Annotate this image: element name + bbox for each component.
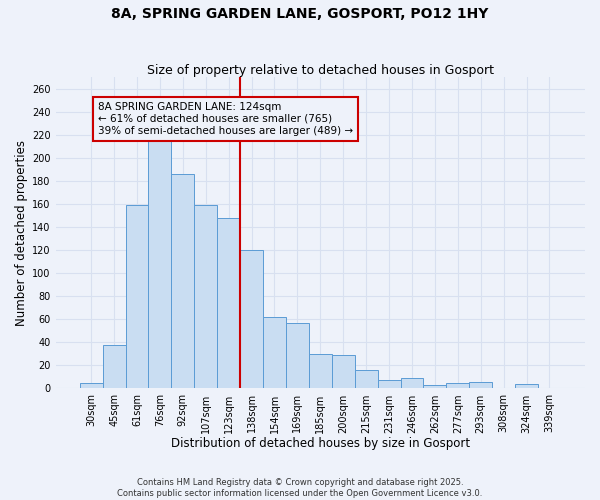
Text: Contains HM Land Registry data © Crown copyright and database right 2025.
Contai: Contains HM Land Registry data © Crown c… xyxy=(118,478,482,498)
Bar xyxy=(240,250,263,388)
Bar xyxy=(125,205,148,388)
Bar xyxy=(401,378,424,388)
Bar xyxy=(355,370,377,388)
Bar xyxy=(263,317,286,388)
Bar xyxy=(469,382,492,388)
Bar xyxy=(286,322,309,388)
Text: 8A SPRING GARDEN LANE: 124sqm
← 61% of detached houses are smaller (765)
39% of : 8A SPRING GARDEN LANE: 124sqm ← 61% of d… xyxy=(98,102,353,136)
Bar xyxy=(515,384,538,388)
Bar xyxy=(194,205,217,388)
Bar xyxy=(446,382,469,388)
Bar xyxy=(103,344,125,389)
X-axis label: Distribution of detached houses by size in Gosport: Distribution of detached houses by size … xyxy=(171,437,470,450)
Bar xyxy=(217,218,240,388)
Y-axis label: Number of detached properties: Number of detached properties xyxy=(15,140,28,326)
Bar xyxy=(80,382,103,388)
Bar xyxy=(424,385,446,388)
Bar xyxy=(148,137,172,388)
Bar xyxy=(309,354,332,388)
Bar xyxy=(332,355,355,388)
Bar xyxy=(377,380,401,388)
Title: Size of property relative to detached houses in Gosport: Size of property relative to detached ho… xyxy=(147,64,494,77)
Bar xyxy=(172,174,194,388)
Text: 8A, SPRING GARDEN LANE, GOSPORT, PO12 1HY: 8A, SPRING GARDEN LANE, GOSPORT, PO12 1H… xyxy=(112,8,488,22)
